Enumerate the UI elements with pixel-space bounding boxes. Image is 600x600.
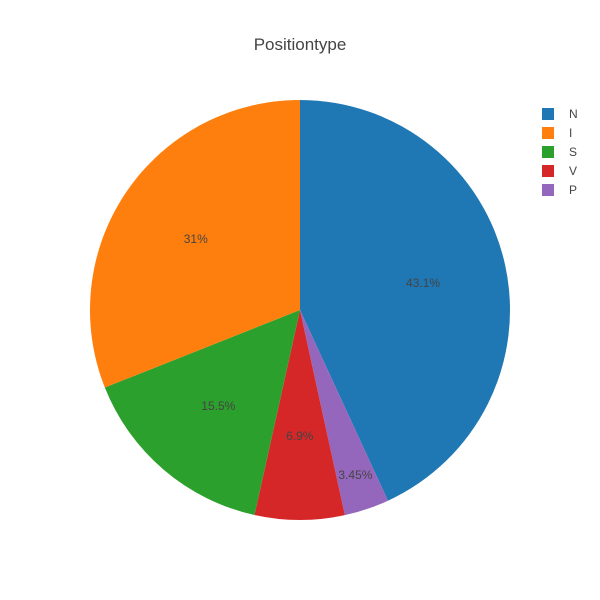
pie-slices [90,100,511,521]
legend-item-v[interactable]: V [542,164,577,178]
pie-slice-v [254,310,345,521]
legend-item-p[interactable]: P [542,183,577,197]
legend-item-n[interactable]: N [542,107,578,121]
slice-label-i: 31% [184,232,208,246]
legend-swatch-s [542,146,554,158]
pie-slice-p [300,310,388,516]
pie-slice-s [104,310,300,516]
slice-label-s: 15.5% [201,399,235,413]
legend-item-i[interactable]: I [542,126,572,140]
chart-title: Positiontype [254,35,347,54]
legend-swatch-n [542,108,554,120]
legend-swatch-v [542,165,554,177]
slice-label-p: 3.45% [338,468,372,482]
legend-label-n: N [569,107,578,121]
slice-label-n: 43.1% [406,276,440,290]
legend-swatch-p [542,184,554,196]
pie-slice-i [90,100,300,388]
legend-label-s: S [569,145,577,159]
legend-label-v: V [569,164,577,178]
slice-labels: 43.1% 3.45% 6.9% 15.5% 31% [184,232,441,482]
pie-slice-n [300,100,511,501]
legend-swatch-i [542,127,554,139]
legend-label-i: I [569,126,572,140]
legend-item-s[interactable]: S [542,145,577,159]
slice-label-v: 6.9% [286,429,314,443]
legend-label-p: P [569,183,577,197]
